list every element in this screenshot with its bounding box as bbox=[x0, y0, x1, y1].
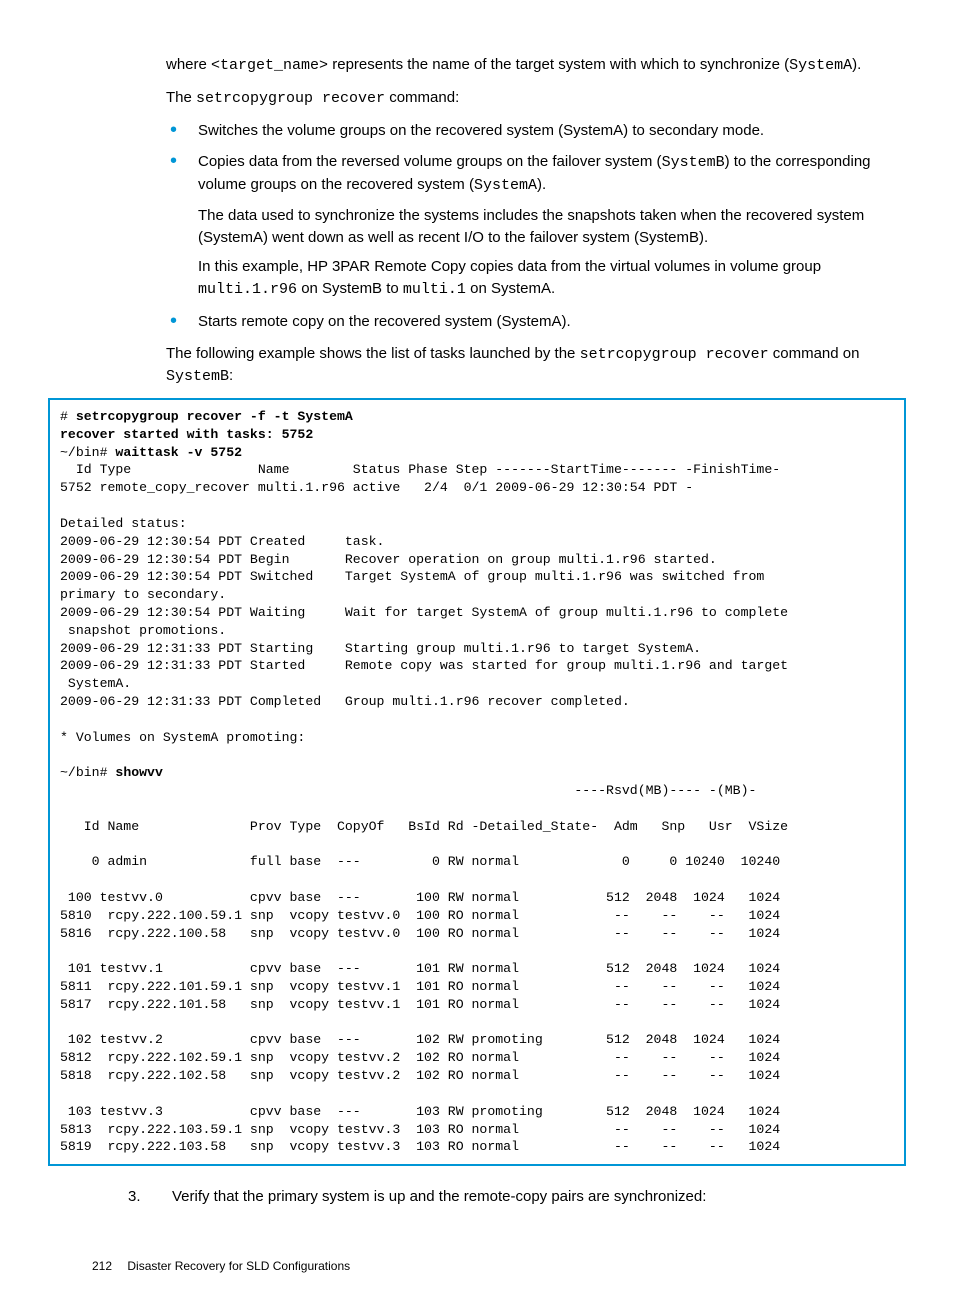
text: The bbox=[166, 89, 196, 106]
code-line: SystemA. bbox=[60, 676, 131, 691]
code-setrcopygroup: setrcopygroup recover bbox=[196, 90, 385, 107]
code-line: ----Rsvd(MB)---- -(MB)- bbox=[60, 783, 756, 798]
code-line: 5811 rcpy.222.101.59.1 snp vcopy testvv.… bbox=[60, 979, 780, 994]
step-3: 3. Verify that the primary system is up … bbox=[128, 1186, 886, 1208]
code-line: 101 testvv.1 cpvv base --- 101 RW normal… bbox=[60, 961, 780, 976]
text: The following example shows the list of … bbox=[166, 345, 580, 362]
text: on SystemB to bbox=[297, 280, 403, 297]
code-line: 100 testvv.0 cpvv base --- 100 RW normal… bbox=[60, 890, 780, 905]
code-line: 5752 remote_copy_recover multi.1.r96 act… bbox=[60, 480, 693, 495]
code-line: 2009-06-29 12:30:54 PDT Created task. bbox=[60, 534, 384, 549]
code-line: 5813 rcpy.222.103.59.1 snp vcopy testvv.… bbox=[60, 1122, 780, 1137]
code-line: Detailed status: bbox=[60, 516, 187, 531]
code-multi-1: multi.1 bbox=[403, 281, 466, 298]
code-line: 102 testvv.2 cpvv base --- 102 RW promot… bbox=[60, 1032, 780, 1047]
text: : bbox=[229, 367, 233, 384]
code-line: Id Name Prov Type CopyOf BsId Rd -Detail… bbox=[60, 819, 788, 834]
code-line: ~/bin# bbox=[60, 445, 115, 460]
code-target-name: <target_name> bbox=[211, 57, 328, 74]
code-bold: recover started with tasks: 5752 bbox=[60, 427, 313, 442]
code-line: primary to secondary. bbox=[60, 587, 226, 602]
bullet-subpara: The data used to synchronize the systems… bbox=[198, 205, 886, 249]
text: where bbox=[166, 56, 211, 73]
bullet-list: Switches the volume groups on the recove… bbox=[166, 120, 886, 333]
code-multi-r96: multi.1.r96 bbox=[198, 281, 297, 298]
para-command: The setrcopygroup recover command: bbox=[166, 87, 886, 110]
code-line: 2009-06-29 12:30:54 PDT Begin Recover op… bbox=[60, 552, 717, 567]
code-line: 103 testvv.3 cpvv base --- 103 RW promot… bbox=[60, 1104, 780, 1119]
page: where <target_name> represents the name … bbox=[0, 0, 954, 1305]
page-footer: 212 Disaster Recovery for SLD Configurat… bbox=[92, 1258, 906, 1275]
text: command: bbox=[385, 89, 459, 106]
text: represents the name of the target system… bbox=[328, 56, 789, 73]
code-line: 5819 rcpy.222.103.58 snp vcopy testvv.3 … bbox=[60, 1139, 780, 1154]
code-bold: waittask -v 5752 bbox=[115, 445, 242, 460]
code-bold: showvv bbox=[115, 765, 162, 780]
step-list: 3. Verify that the primary system is up … bbox=[48, 1186, 906, 1208]
text: on SystemA. bbox=[466, 280, 555, 297]
code-line: 5812 rcpy.222.102.59.1 snp vcopy testvv.… bbox=[60, 1050, 780, 1065]
code-line: 5817 rcpy.222.101.58 snp vcopy testvv.1 … bbox=[60, 997, 780, 1012]
code-line: Id Type Name Status Phase Step -------St… bbox=[60, 462, 780, 477]
code-systemb: SystemB bbox=[662, 154, 725, 171]
code-line: 2009-06-29 12:31:33 PDT Started Remote c… bbox=[60, 658, 788, 673]
text: ). bbox=[537, 176, 546, 193]
bullet-text: Copies data from the reversed volume gro… bbox=[198, 153, 871, 193]
code-line: * Volumes on SystemA promoting: bbox=[60, 730, 305, 745]
code-line: 2009-06-29 12:30:54 PDT Switched Target … bbox=[60, 569, 764, 584]
bullet-2: Copies data from the reversed volume gro… bbox=[166, 151, 886, 301]
code-line: # bbox=[60, 409, 76, 424]
code-systema: SystemA bbox=[789, 57, 852, 74]
text: command on bbox=[769, 345, 860, 362]
text: Copies data from the reversed volume gro… bbox=[198, 153, 662, 170]
code-line: 5810 rcpy.222.100.59.1 snp vcopy testvv.… bbox=[60, 908, 780, 923]
text: In this example, HP 3PAR Remote Copy cop… bbox=[198, 258, 821, 275]
code-line: ~/bin# bbox=[60, 765, 115, 780]
page-number: 212 bbox=[92, 1258, 112, 1275]
body-text: where <target_name> represents the name … bbox=[166, 54, 886, 388]
bullet-text: Switches the volume groups on the recove… bbox=[198, 122, 764, 139]
para-where: where <target_name> represents the name … bbox=[166, 54, 886, 77]
para-example: The following example shows the list of … bbox=[166, 343, 886, 389]
bullet-subpara: In this example, HP 3PAR Remote Copy cop… bbox=[198, 256, 886, 301]
code-line: 2009-06-29 12:30:54 PDT Waiting Wait for… bbox=[60, 605, 788, 620]
text: ). bbox=[852, 56, 861, 73]
code-line: 2009-06-29 12:31:33 PDT Starting Startin… bbox=[60, 641, 701, 656]
code-line: 0 admin full base --- 0 RW normal 0 0 10… bbox=[60, 854, 780, 869]
code-block: # setrcopygroup recover -f -t SystemA re… bbox=[48, 398, 906, 1166]
code-systemb: SystemB bbox=[166, 368, 229, 385]
code-systema: SystemA bbox=[474, 177, 537, 194]
code-bold: setrcopygroup recover -f -t SystemA bbox=[76, 409, 353, 424]
step-text: Verify that the primary system is up and… bbox=[172, 1188, 706, 1205]
code-setrcopygroup: setrcopygroup recover bbox=[580, 346, 769, 363]
code-line: snapshot promotions. bbox=[60, 623, 226, 638]
bullet-3: Starts remote copy on the recovered syst… bbox=[166, 311, 886, 333]
bullet-text: Starts remote copy on the recovered syst… bbox=[198, 313, 571, 330]
step-number: 3. bbox=[128, 1186, 141, 1208]
code-line: 5818 rcpy.222.102.58 snp vcopy testvv.2 … bbox=[60, 1068, 780, 1083]
code-line: 5816 rcpy.222.100.58 snp vcopy testvv.0 … bbox=[60, 926, 780, 941]
code-line: 2009-06-29 12:31:33 PDT Completed Group … bbox=[60, 694, 630, 709]
bullet-1: Switches the volume groups on the recove… bbox=[166, 120, 886, 142]
